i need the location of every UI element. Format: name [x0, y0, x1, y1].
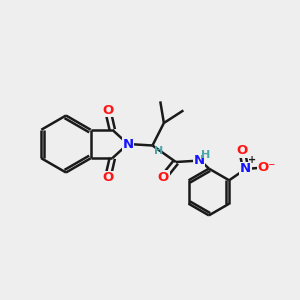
- Text: O: O: [102, 104, 113, 117]
- Text: O⁻: O⁻: [257, 161, 276, 174]
- Text: O: O: [236, 144, 248, 158]
- Text: H: H: [201, 150, 211, 160]
- Text: N: N: [194, 154, 205, 167]
- Text: H: H: [154, 146, 163, 156]
- Text: N: N: [122, 137, 134, 151]
- Text: +: +: [248, 155, 256, 165]
- Text: O: O: [102, 171, 113, 184]
- Text: O: O: [158, 171, 169, 184]
- Text: N: N: [240, 162, 251, 176]
